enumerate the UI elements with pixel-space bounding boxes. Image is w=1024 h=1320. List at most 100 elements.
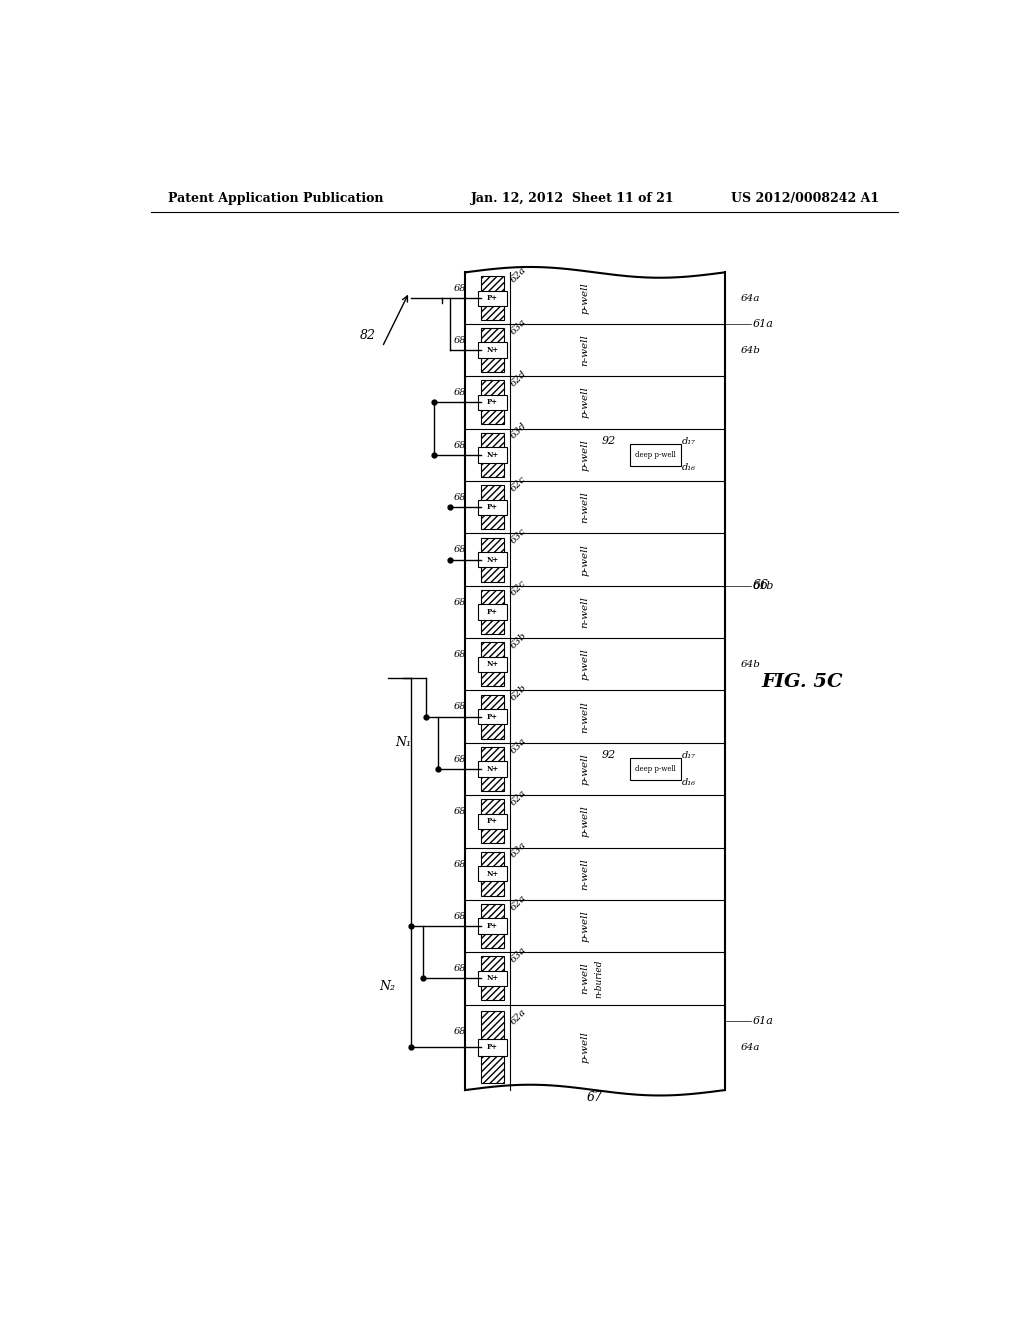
Text: 68: 68 <box>455 441 467 450</box>
Text: 61a: 61a <box>753 1016 773 1026</box>
Text: N+: N+ <box>486 974 499 982</box>
Text: 61a: 61a <box>753 319 773 329</box>
Text: p-well: p-well <box>581 544 590 576</box>
Text: 64a: 64a <box>740 1043 760 1052</box>
Bar <box>477 552 507 568</box>
Text: 64b: 64b <box>740 346 760 355</box>
Text: 82: 82 <box>360 329 376 342</box>
Text: p-well: p-well <box>581 754 590 785</box>
Text: 68: 68 <box>455 598 467 607</box>
Text: n-well: n-well <box>581 597 590 628</box>
Text: d₁₇: d₁₇ <box>682 437 696 446</box>
Text: d₁₇: d₁₇ <box>682 751 696 760</box>
Text: deep p-well: deep p-well <box>635 766 676 774</box>
Bar <box>480 904 504 948</box>
Text: d₁₆: d₁₆ <box>682 777 696 787</box>
Text: 68: 68 <box>455 912 467 921</box>
Bar <box>477 866 507 882</box>
Text: p-well: p-well <box>581 648 590 680</box>
Text: n-well: n-well <box>581 962 590 994</box>
Text: deep p-well: deep p-well <box>635 451 676 459</box>
Text: P+: P+ <box>486 294 498 302</box>
Bar <box>480 747 504 791</box>
Text: 68: 68 <box>455 755 467 764</box>
Bar <box>480 433 504 477</box>
Text: FIG. 5C: FIG. 5C <box>762 673 843 690</box>
Text: 68: 68 <box>455 494 467 502</box>
Text: P+: P+ <box>486 609 498 616</box>
Bar <box>477 813 507 829</box>
Text: 62c: 62c <box>509 578 527 598</box>
Text: n-well: n-well <box>581 858 590 890</box>
Text: 64b: 64b <box>740 660 760 669</box>
Text: P+: P+ <box>486 399 498 407</box>
Bar <box>480 276 504 319</box>
Text: P+: P+ <box>486 817 498 825</box>
Text: 68: 68 <box>455 388 467 397</box>
Bar <box>480 851 504 896</box>
Bar <box>480 1011 504 1084</box>
Bar <box>477 447 507 462</box>
Text: 62d: 62d <box>509 368 528 388</box>
Text: 62b: 62b <box>509 682 528 702</box>
Bar <box>477 970 507 986</box>
Text: 68: 68 <box>455 965 467 973</box>
Text: 63b: 63b <box>509 631 528 651</box>
Text: 62a: 62a <box>509 265 528 284</box>
Text: 68: 68 <box>455 545 467 554</box>
Text: 68: 68 <box>455 808 467 816</box>
Bar <box>480 957 504 1001</box>
Text: Jan. 12, 2012  Sheet 11 of 21: Jan. 12, 2012 Sheet 11 of 21 <box>471 191 674 205</box>
Text: 63c: 63c <box>509 527 527 545</box>
Bar <box>477 499 507 515</box>
Bar <box>630 444 681 466</box>
Bar <box>480 486 504 529</box>
Bar <box>480 800 504 843</box>
Bar <box>477 605 507 619</box>
Text: n-well: n-well <box>581 491 590 523</box>
Text: 62a: 62a <box>509 1007 528 1027</box>
Text: 61b: 61b <box>753 581 774 591</box>
Bar <box>480 694 504 739</box>
Text: 68: 68 <box>455 337 467 345</box>
Text: N+: N+ <box>486 556 499 564</box>
Bar <box>477 290 507 306</box>
Text: 62c: 62c <box>509 474 527 494</box>
Text: p-well: p-well <box>581 805 590 837</box>
Text: N₂: N₂ <box>380 981 395 993</box>
Text: N+: N+ <box>486 660 499 668</box>
Text: P+: P+ <box>486 1043 498 1051</box>
Bar <box>480 590 504 634</box>
Text: 68: 68 <box>455 702 467 711</box>
Text: N+: N+ <box>486 766 499 774</box>
Bar <box>477 395 507 411</box>
Bar <box>477 919 507 933</box>
Text: n-well: n-well <box>581 334 590 366</box>
Bar <box>480 380 504 425</box>
Text: n-buried: n-buried <box>595 960 604 998</box>
Text: 92: 92 <box>602 436 616 446</box>
Text: n-well: n-well <box>581 701 590 733</box>
Text: 62a: 62a <box>509 788 528 808</box>
Text: N+: N+ <box>486 870 499 878</box>
Text: N₁: N₁ <box>395 737 411 750</box>
Bar <box>477 342 507 358</box>
Text: 63a: 63a <box>509 317 528 337</box>
Text: N+: N+ <box>486 451 499 459</box>
Bar <box>630 758 681 780</box>
Text: P+: P+ <box>486 503 498 511</box>
Bar <box>477 1039 507 1056</box>
Bar <box>477 656 507 672</box>
Text: 63d: 63d <box>509 421 528 441</box>
Text: 63a: 63a <box>509 841 528 859</box>
Text: p-well: p-well <box>581 282 590 314</box>
Text: US 2012/0008242 A1: US 2012/0008242 A1 <box>731 191 879 205</box>
Text: p-well: p-well <box>581 911 590 942</box>
Text: 68: 68 <box>455 651 467 659</box>
Text: p-well: p-well <box>581 440 590 471</box>
Text: 62a: 62a <box>509 892 528 912</box>
Text: 66: 66 <box>753 579 769 593</box>
Text: 63a: 63a <box>509 735 528 755</box>
Text: Patent Application Publication: Patent Application Publication <box>168 191 384 205</box>
Text: 68: 68 <box>455 1027 467 1036</box>
